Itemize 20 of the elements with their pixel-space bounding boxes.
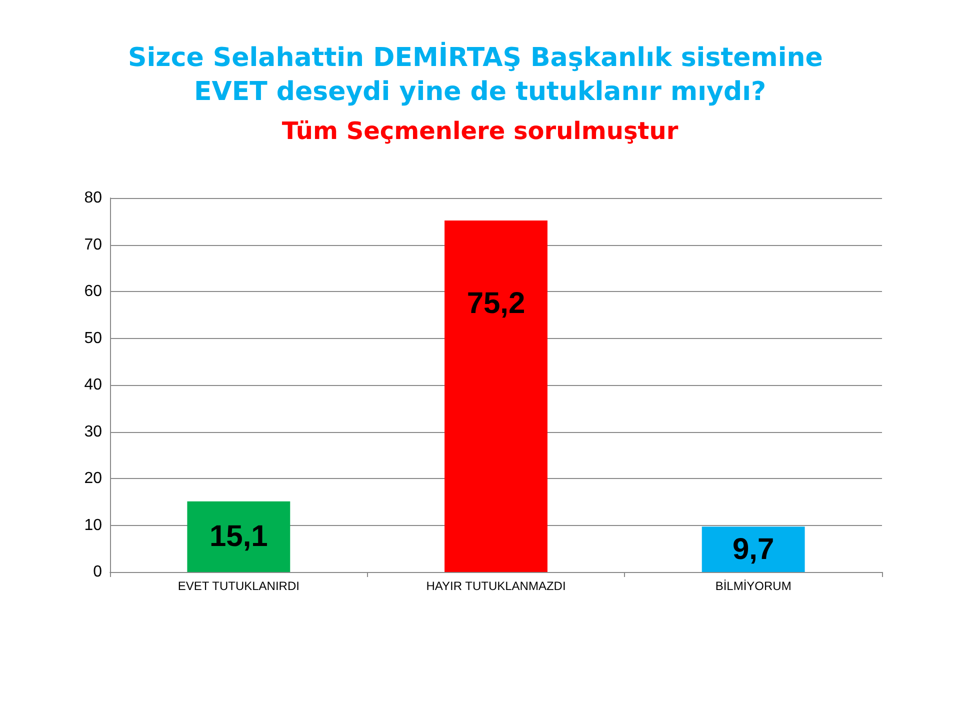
y-tick-label: 80 <box>84 190 102 206</box>
chart-subtitle: Tüm Seçmenlere sorulmuştur <box>282 117 678 145</box>
y-tick-label: 50 <box>84 330 102 347</box>
y-tick-label: 30 <box>84 423 102 440</box>
y-tick-label: 60 <box>84 283 102 300</box>
x-tick-label: BİLMİYORUM <box>715 579 792 593</box>
x-tick-label: HAYIR TUTUKLANMAZDI <box>426 579 566 593</box>
bar <box>702 526 805 572</box>
bar <box>444 220 548 572</box>
y-tick-label: 0 <box>93 564 102 580</box>
data-label: 9,7 <box>732 532 774 566</box>
chart-title: Sizce Selahattin DEMİRTAŞ Başkanlık sistemine EVET deseydi yine de tutuklanır mıydı? <box>128 41 832 107</box>
bar <box>187 501 290 572</box>
y-tick-label: 10 <box>84 516 102 534</box>
y-tick-label: 20 <box>84 470 102 487</box>
x-tick-label: EVET TUTUKLANIRDI <box>178 579 300 593</box>
data-label: 15,1 <box>209 520 268 554</box>
data-label: 75,2 <box>466 286 526 320</box>
y-tick-label: 40 <box>84 376 102 394</box>
y-tick-label: 70 <box>84 236 102 254</box>
